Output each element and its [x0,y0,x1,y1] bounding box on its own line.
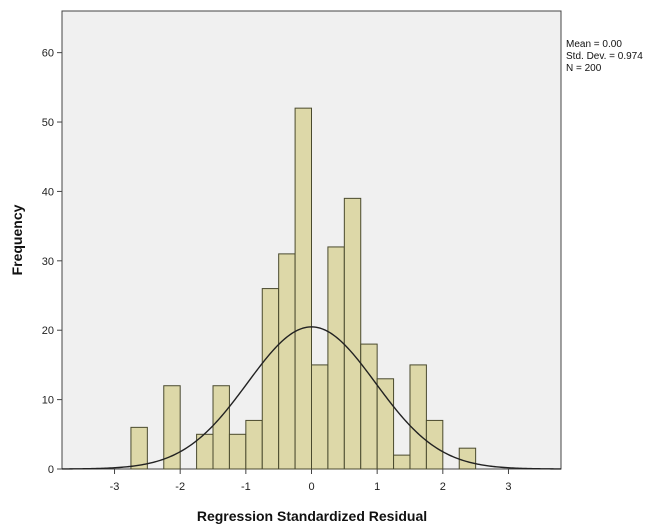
histogram-bar [409,364,427,470]
x-tick-label: -1 [241,481,251,493]
y-tick-label: 50 [42,117,54,129]
y-axis-title: Frequency [9,204,25,275]
stat-mean: Mean = 0.00 [566,39,622,50]
y-tick-label: 60 [42,48,54,60]
histogram-bar [278,253,296,470]
histogram-bar [343,197,362,470]
histogram-bar [261,288,280,470]
histogram-bars [130,107,477,470]
histogram-bar [376,378,395,470]
x-axis: -3 -2 -1 0 1 2 3 [110,469,512,493]
histogram-bar [228,433,247,470]
histogram-bar [311,364,329,470]
histogram-bar [212,385,230,470]
histogram-bar [360,343,378,470]
normal-curve [61,326,562,470]
x-tick-label: -2 [175,481,185,493]
histogram-bar [458,447,477,470]
y-tick-label: 40 [42,186,54,198]
histogram-bar [327,246,345,470]
histogram-bar [245,419,263,470]
stat-n: N = 200 [566,63,602,74]
stat-std-dev: Std. Dev. = 0.974 [566,51,643,62]
x-tick-label: 0 [308,481,314,493]
x-axis-title: Regression Standardized Residual [197,508,427,524]
x-tick-label: -3 [110,481,120,493]
histogram-bar [130,426,148,470]
x-tick-label: 1 [374,481,380,493]
y-tick-label: 0 [48,464,54,476]
y-tick-label: 20 [42,325,54,337]
histogram-bar [425,419,444,470]
y-tick-label: 30 [42,256,54,268]
x-tick-label: 2 [440,481,446,493]
y-axis: 0 10 20 30 40 50 60 [42,48,62,476]
histogram-bar [393,454,411,470]
histogram-bar [163,385,181,470]
y-tick-label: 10 [42,395,54,407]
histogram-bar [294,107,312,470]
x-tick-label: 3 [505,481,511,493]
